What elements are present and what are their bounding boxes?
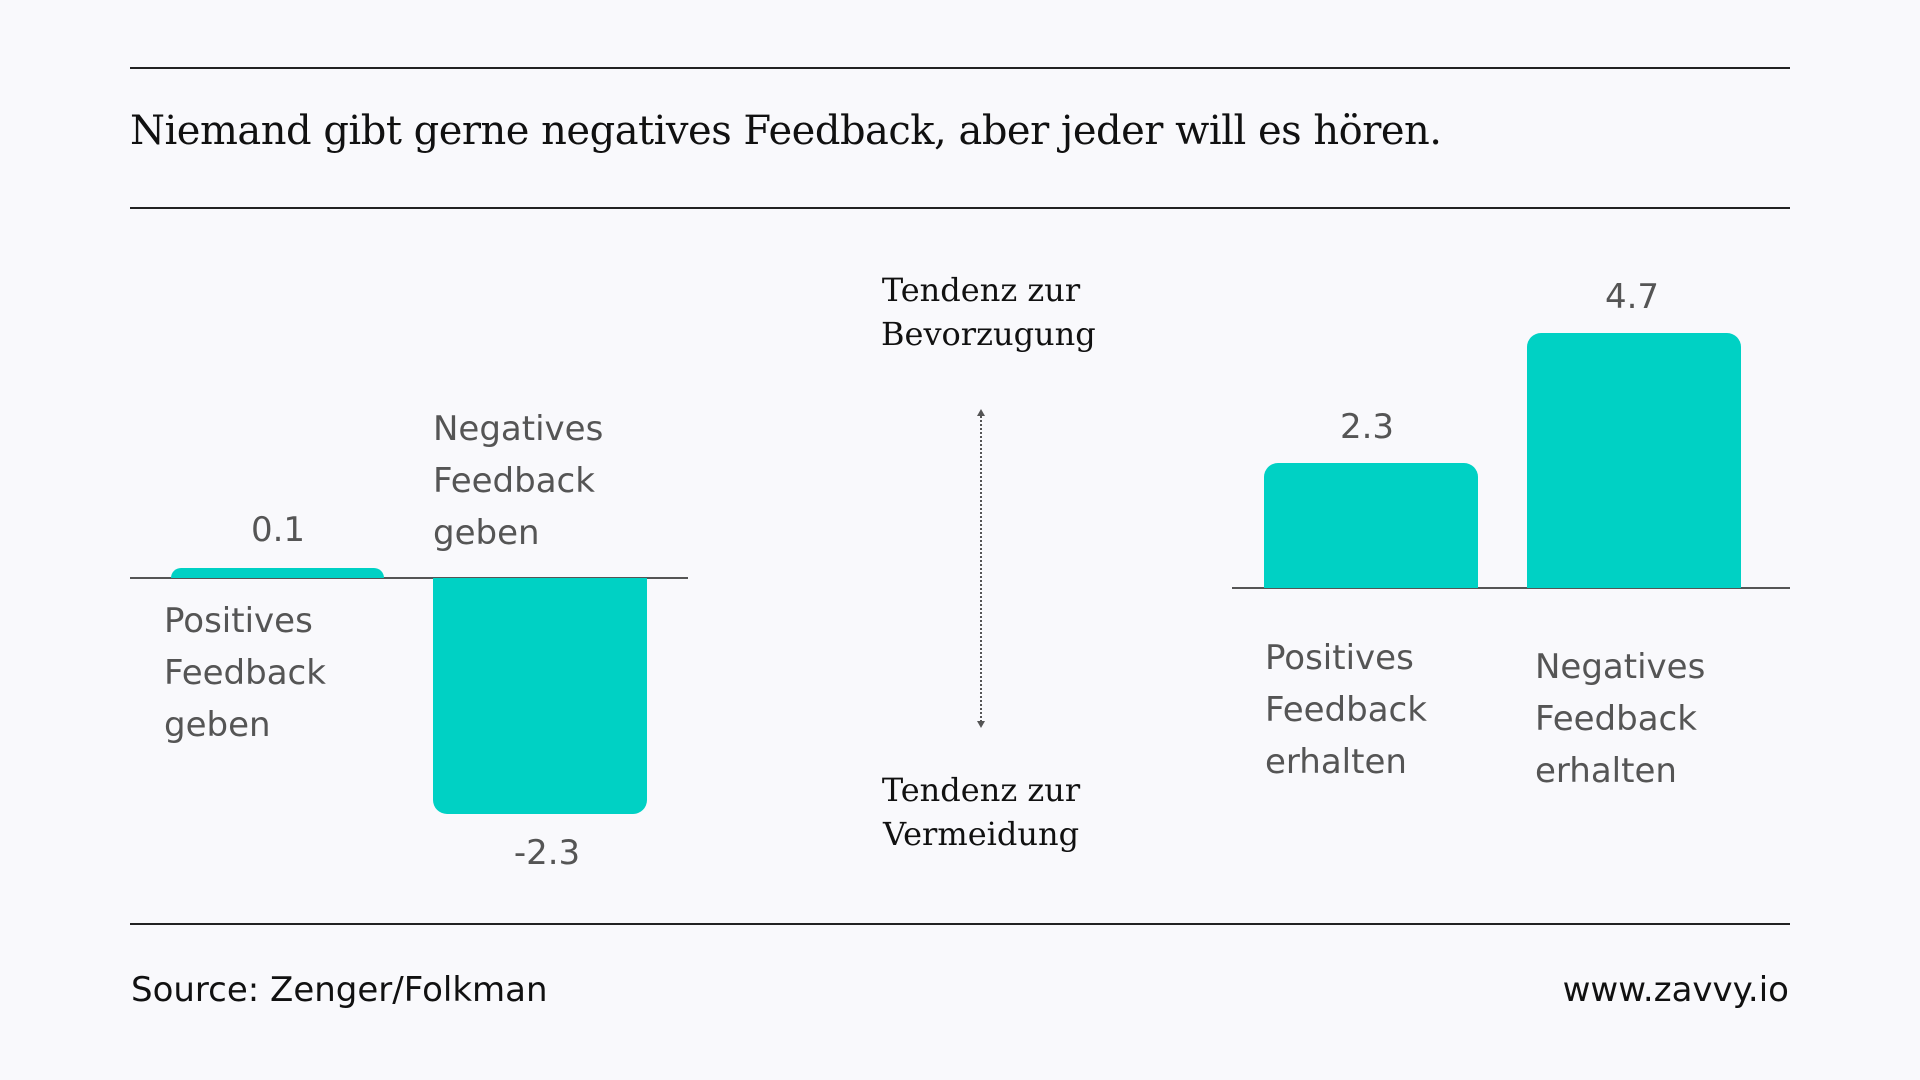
- label-line: Tendenz zur: [881, 271, 1081, 309]
- page-title: Niemand gibt gerne negatives Feedback, a…: [130, 108, 1442, 154]
- category-label-negative-give: Negatives Feedback geben: [433, 403, 603, 559]
- tendency-avoidance-label: Tendenz zur Vermeidung: [881, 768, 1081, 856]
- top-rule: [130, 67, 1790, 69]
- left-chart-axis: [130, 577, 688, 579]
- label-line: erhalten: [1535, 751, 1677, 791]
- value-label-negative-give: -2.3: [513, 833, 581, 873]
- double-headed-dotted-arrow-icon: [977, 409, 985, 728]
- label-line: Feedback: [1535, 699, 1697, 739]
- bar-negative-receive: [1527, 332, 1741, 588]
- right-chart-axis: [1232, 587, 1790, 589]
- label-line: Bevorzugung: [881, 315, 1096, 353]
- category-label-negative-receive: Negatives Feedback erhalten: [1535, 641, 1705, 797]
- label-line: Tendenz zur: [881, 771, 1081, 809]
- label-line: Positives: [1265, 638, 1414, 678]
- value-label-positive-receive: 2.3: [1339, 407, 1395, 448]
- title-rule: [130, 207, 1790, 209]
- bar-positive-receive: [1264, 463, 1478, 588]
- category-label-positive-give: Positives Feedback geben: [164, 595, 326, 751]
- label-line: geben: [433, 513, 540, 553]
- website-link[interactable]: www.zavvy.io: [1562, 970, 1789, 1010]
- bar-positive-give: [171, 567, 384, 578]
- bar-negative-give: [433, 578, 647, 814]
- label-line: erhalten: [1265, 742, 1407, 782]
- tendency-preference-label: Tendenz zur Bevorzugung: [881, 268, 1096, 356]
- label-line: Feedback: [433, 461, 595, 501]
- label-line: Negatives: [1535, 647, 1706, 687]
- value-label-negative-receive: 4.7: [1604, 276, 1660, 317]
- value-label-positive-give: 0.1: [250, 510, 306, 550]
- label-line: Positives: [164, 601, 313, 641]
- label-line: geben: [164, 705, 271, 745]
- label-line: Feedback: [164, 653, 326, 693]
- label-line: Feedback: [1265, 690, 1427, 730]
- footer-rule: [130, 923, 1790, 925]
- label-line: Vermeidung: [882, 815, 1080, 853]
- source-text: Source: Zenger/Folkman: [131, 970, 548, 1010]
- label-line: Negatives: [433, 409, 604, 449]
- category-label-positive-receive: Positives Feedback erhalten: [1265, 632, 1427, 788]
